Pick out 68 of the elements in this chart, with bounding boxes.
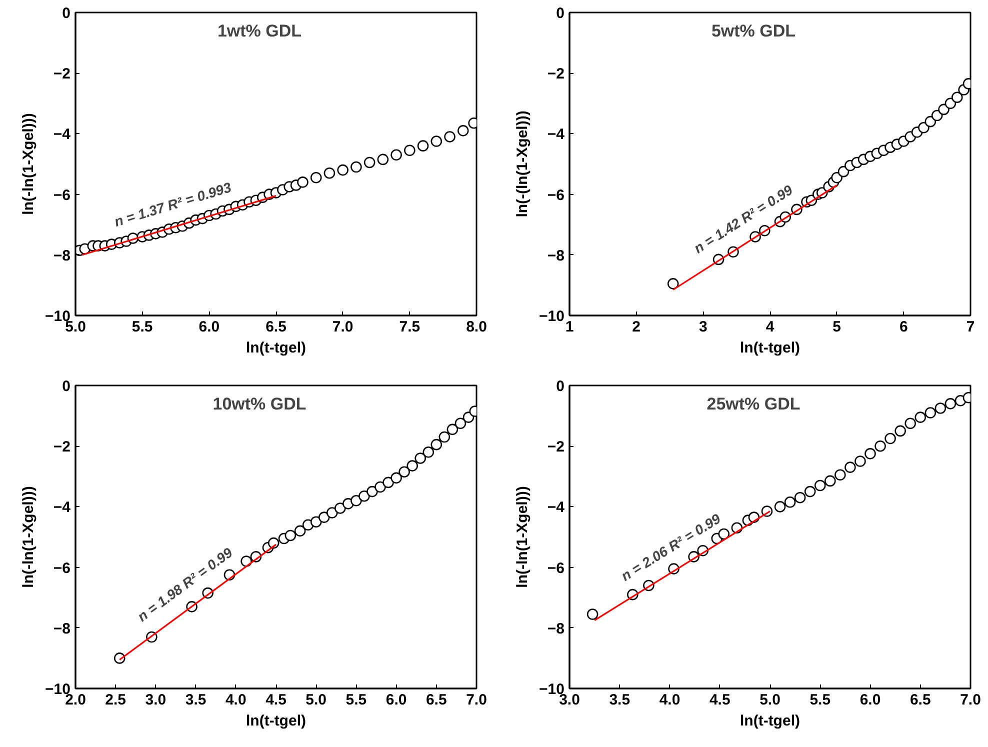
annotation: n = 2.06 R² = 0.99 bbox=[618, 510, 724, 584]
y-tick-label: 0 bbox=[556, 378, 564, 395]
y-tick-label: −2 bbox=[53, 66, 71, 83]
y-tick-label: 0 bbox=[556, 5, 564, 22]
y-tick-label: −6 bbox=[547, 186, 565, 204]
y-tick-label: −6 bbox=[53, 560, 71, 577]
y-tick-label: −2 bbox=[547, 66, 565, 83]
x-tick-label: 3 bbox=[698, 318, 708, 336]
x-tick-label: 6.5 bbox=[910, 692, 931, 708]
x-axis-title: ln(t-tgel) bbox=[740, 712, 800, 730]
x-tick-label: 6 bbox=[899, 318, 908, 336]
annotation: n = 1.98 R² = 0.99 bbox=[134, 544, 236, 625]
x-tick-label: 2.5 bbox=[105, 692, 126, 708]
y-tick-label: −8 bbox=[53, 247, 71, 264]
x-axis-title: ln(t-tgel) bbox=[740, 340, 800, 356]
x-tick-label: 8.0 bbox=[466, 318, 487, 336]
x-axis-title: ln(t-tgel) bbox=[246, 340, 306, 356]
x-axis-title: ln(t-tgel) bbox=[246, 712, 306, 730]
x-tick-label: 5.5 bbox=[132, 318, 153, 336]
text: 10wt% GDL bbox=[212, 394, 306, 414]
annotation: n = 1.37 R² = 0.993 bbox=[112, 178, 234, 230]
x-tick-label: 4.5 bbox=[266, 692, 286, 708]
x-tick-label: 2 bbox=[632, 318, 641, 336]
y-axis-title: ln(-(ln(1-Xgel))) bbox=[514, 110, 532, 218]
x-tick-label: 5.5 bbox=[346, 692, 367, 708]
x-tick-label: 3.5 bbox=[185, 692, 206, 708]
x-tick-label: 4.0 bbox=[659, 692, 680, 708]
x-tick-label: 6.0 bbox=[386, 692, 407, 708]
y-tick-label: −4 bbox=[53, 126, 72, 144]
text: 25wt% GDL bbox=[706, 394, 800, 414]
x-tick-label: 3.5 bbox=[609, 692, 630, 708]
y-tick-label: −2 bbox=[53, 438, 71, 456]
x-tick-label: 1 bbox=[565, 318, 574, 336]
x-tick-label: 5.5 bbox=[810, 692, 831, 708]
x-tick-label: 7.0 bbox=[960, 692, 981, 708]
x-tick-label: 5 bbox=[832, 318, 842, 336]
y-tick-label: −2 bbox=[547, 438, 565, 456]
x-tick-label: 7.5 bbox=[399, 318, 420, 336]
y-tick-label: −6 bbox=[547, 560, 565, 577]
x-tick-label: 5.0 bbox=[306, 692, 327, 708]
y-tick-label: 0 bbox=[62, 378, 70, 395]
x-tick-label: 6.5 bbox=[426, 692, 447, 708]
x-tick-label: 4.5 bbox=[709, 692, 730, 708]
x-tick-label: 6.0 bbox=[860, 692, 881, 708]
y-tick-label: 0 bbox=[62, 5, 70, 22]
y-tick-label: −8 bbox=[547, 247, 565, 264]
y-tick-label: −10 bbox=[539, 308, 565, 325]
y-tick-label: −6 bbox=[53, 186, 71, 204]
y-tick-label: −4 bbox=[547, 499, 566, 516]
y-axis-title: ln(-ln(1-Xgel))) bbox=[514, 486, 532, 588]
x-tick-label: 6.5 bbox=[266, 318, 286, 336]
x-tick-label: 7.0 bbox=[466, 692, 487, 708]
x-tick-label: 6.0 bbox=[198, 318, 220, 336]
y-axis-title: ln(-ln(1-Xgel))) bbox=[20, 486, 38, 588]
x-tick-label: 4.0 bbox=[225, 692, 246, 708]
x-tick-label: 7.0 bbox=[332, 318, 354, 336]
annotation: n = 1.42 R² = 0.99 bbox=[690, 182, 796, 256]
x-tick-label: 7 bbox=[966, 318, 975, 336]
y-axis-title: ln(-ln(1-Xgel))) bbox=[20, 113, 38, 215]
y-tick-label: −8 bbox=[53, 620, 71, 638]
y-tick-label: −4 bbox=[53, 499, 72, 516]
x-tick-label: 5.0 bbox=[760, 692, 780, 708]
x-tick-label: 3.0 bbox=[145, 692, 166, 708]
text: 1wt% GDL bbox=[217, 22, 302, 40]
y-tick-label: −4 bbox=[547, 126, 566, 144]
y-tick-label: −8 bbox=[547, 620, 565, 638]
x-tick-label: 4 bbox=[766, 318, 775, 336]
text: 5wt% GDL bbox=[711, 22, 796, 40]
